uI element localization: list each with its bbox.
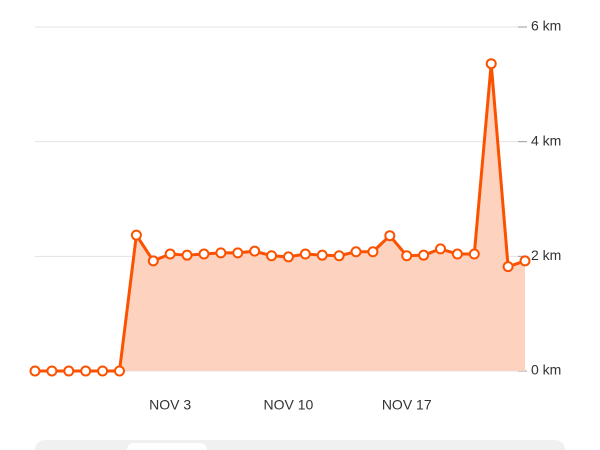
point [29,365,41,377]
point [198,248,210,260]
point [80,365,92,377]
point [333,250,345,262]
point [46,365,58,377]
point [232,247,244,259]
point [299,248,311,260]
point [282,251,294,263]
point [181,249,193,261]
y-tick-label: 4 km [531,132,561,148]
point [130,229,142,241]
x-tick-label: NOV 17 [382,397,432,413]
point [63,365,75,377]
point [316,249,328,261]
point [401,250,413,262]
point [468,248,480,260]
point [502,261,514,273]
point [367,246,379,258]
point [147,255,159,267]
point [435,243,447,255]
x-tick-label: NOV 3 [149,397,191,413]
point [266,250,278,262]
y-tick-label: 6 km [531,18,561,34]
point [451,248,463,260]
point [164,248,176,260]
area [35,63,525,372]
segmented-control[interactable] [35,440,565,450]
point [485,58,497,70]
point [113,365,125,377]
selected-segment[interactable] [127,443,207,450]
x-tick-label: NOV 10 [264,397,314,413]
y-tick-label: 0 km [531,362,561,378]
point [418,249,430,261]
point [97,365,109,377]
point [384,230,396,242]
y-tick-label: 2 km [531,247,561,263]
point [350,246,362,258]
point [519,255,531,267]
point [249,245,261,257]
point [215,247,227,259]
